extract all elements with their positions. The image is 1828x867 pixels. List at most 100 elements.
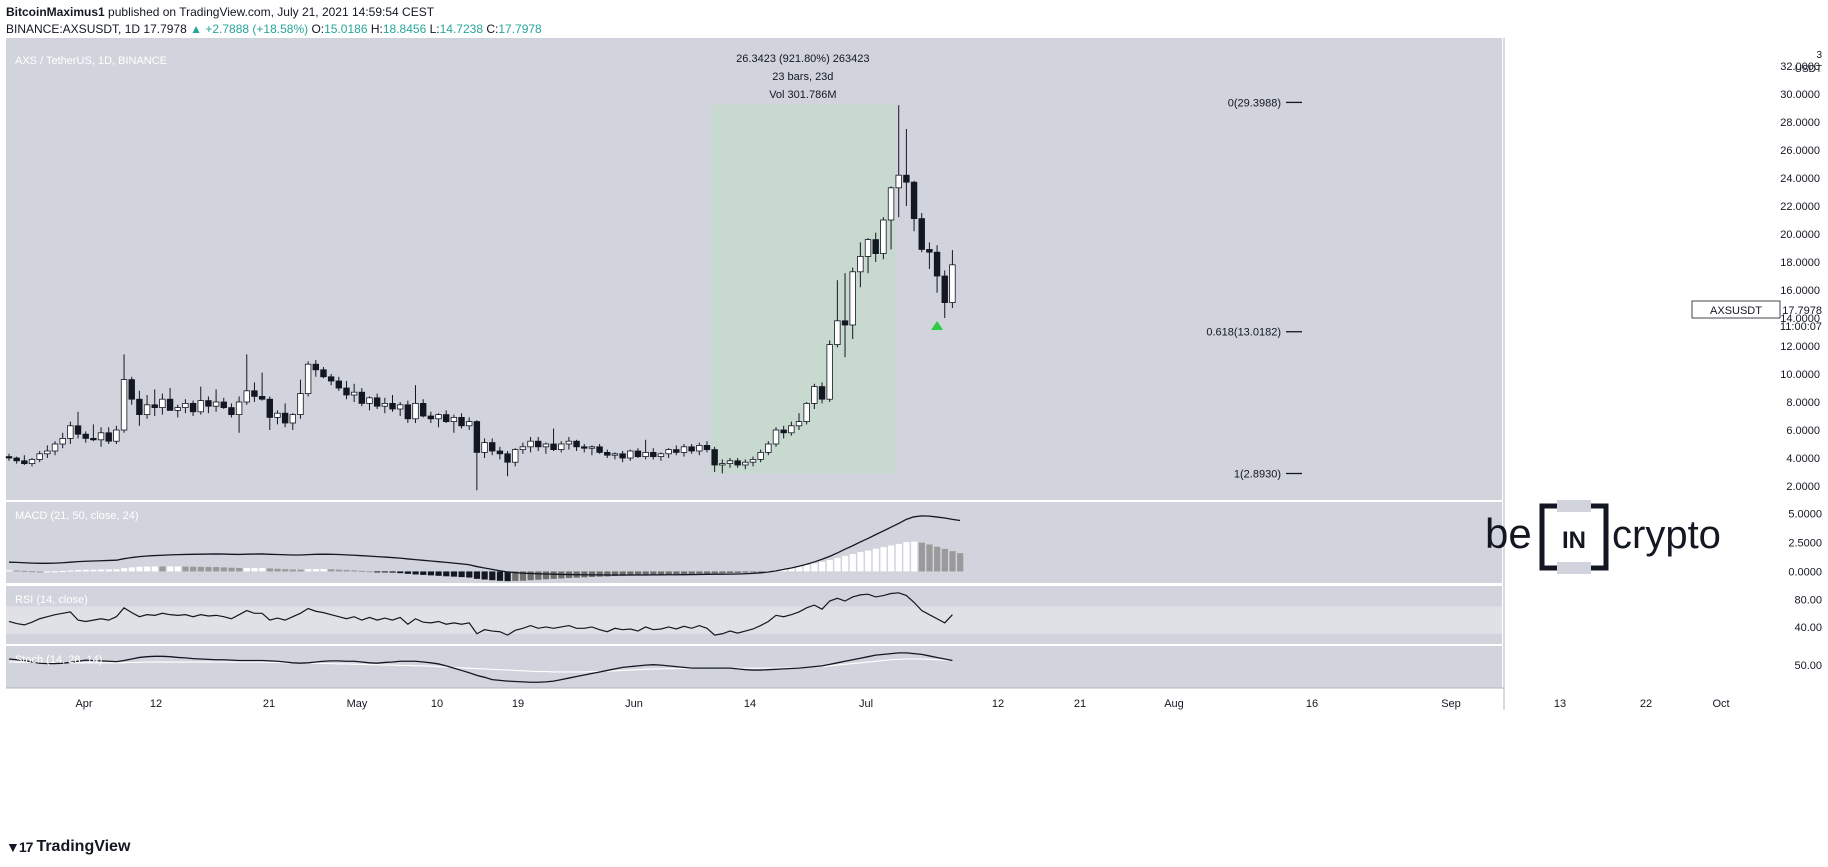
- high-label: H:: [370, 22, 383, 36]
- candle-body: [113, 429, 120, 442]
- macd-histogram-bar: [128, 567, 135, 572]
- macd-histogram-bar: [443, 571, 450, 577]
- time-tick: 10: [431, 698, 443, 710]
- fib-label-1: 0.618(13.0182): [1206, 327, 1281, 339]
- macd-histogram-bar: [412, 571, 419, 575]
- macd-histogram-bar: [642, 571, 649, 576]
- candle-body: [627, 450, 634, 459]
- low-value: 14.7238: [439, 22, 483, 36]
- time-tick: Oct: [1712, 698, 1729, 710]
- candle-body: [174, 407, 181, 411]
- candle-body: [581, 446, 588, 449]
- macd-histogram-bar: [657, 571, 665, 575]
- time-tick: 14: [744, 698, 756, 710]
- macd-histogram-bar: [688, 571, 695, 574]
- macd-histogram-bar: [282, 569, 289, 572]
- candle-body: [864, 239, 872, 257]
- candle-body: [803, 402, 810, 422]
- candle-body: [788, 425, 795, 434]
- macd-histogram-bar: [926, 544, 933, 572]
- price-tick: 30.0000: [1780, 89, 1820, 101]
- candle-body: [696, 444, 703, 452]
- open-value: 15.0186: [324, 22, 368, 36]
- macd-histogram-bar: [627, 571, 634, 576]
- close-value: 17.7978: [498, 22, 542, 36]
- candle-body: [795, 421, 803, 427]
- macd-tick: 5.0000: [1788, 509, 1822, 521]
- candle-body: [933, 251, 941, 277]
- candle-body: [619, 453, 626, 459]
- candle-body: [166, 398, 174, 411]
- price-tick: 2.0000: [1786, 481, 1820, 493]
- candle-body: [489, 442, 496, 452]
- up-triangle-icon: ▲: [190, 22, 203, 36]
- macd-histogram-bar: [98, 569, 105, 572]
- time-tick: 21: [1074, 698, 1086, 710]
- candle-body: [435, 414, 442, 420]
- low-label: L:: [429, 22, 440, 36]
- candle-body: [772, 429, 780, 445]
- price-tick: 26.0000: [1780, 145, 1820, 157]
- candle-body: [680, 446, 688, 453]
- candle-body: [51, 443, 59, 452]
- macd-histogram-bar: [90, 569, 97, 572]
- macd-histogram-bar: [780, 568, 787, 572]
- candle-body: [887, 187, 895, 221]
- macd-histogram-bar: [6, 570, 13, 572]
- macd-histogram-bar: [435, 571, 442, 576]
- macd-histogram-bar: [527, 571, 534, 581]
- macd-histogram-bar: [857, 552, 864, 572]
- candle-body: [926, 248, 933, 253]
- macd-histogram-bar: [489, 571, 496, 581]
- macd-histogram-bar: [105, 569, 112, 572]
- candle-body: [596, 446, 603, 453]
- macd-histogram-bar: [266, 568, 273, 572]
- macd-histogram-bar: [29, 571, 36, 573]
- macd-histogram-bar: [151, 566, 158, 572]
- macd-histogram-bar: [82, 569, 89, 572]
- candle-body: [834, 320, 841, 345]
- macd-histogram-bar: [757, 571, 764, 573]
- candle-body: [59, 437, 66, 445]
- candle-body: [82, 433, 89, 439]
- candle-body: [159, 398, 166, 409]
- author-name[interactable]: BitcoinMaximus1: [6, 5, 105, 19]
- candle-body: [849, 271, 856, 326]
- open-label: O:: [311, 22, 325, 36]
- candle-body: [719, 463, 726, 466]
- candle-body: [918, 218, 925, 250]
- candle-body: [235, 401, 243, 416]
- tradingview-footer[interactable]: ▼17 TradingView: [6, 838, 130, 856]
- candle-body: [734, 460, 741, 466]
- macd-histogram-bar: [205, 566, 212, 572]
- candle-body: [128, 379, 135, 400]
- macd-histogram-bar: [343, 569, 350, 572]
- beincrypto-logo-gap-top: [1557, 500, 1591, 512]
- price-tick: 22.0000: [1780, 201, 1820, 213]
- macd-histogram-bar: [604, 571, 611, 577]
- pane-stoch-bg: [6, 646, 1502, 688]
- candle-body: [818, 386, 826, 400]
- price-tick: 8.0000: [1786, 397, 1820, 409]
- beincrypto-logo-be: be: [1485, 510, 1532, 557]
- candle-body: [512, 449, 519, 463]
- macd-histogram-bar: [949, 551, 956, 572]
- time-tick: 16: [1306, 698, 1318, 710]
- macd-histogram-bar: [819, 561, 826, 572]
- candle-body: [74, 425, 82, 435]
- macd-histogram-bar: [274, 568, 281, 572]
- candle-body: [665, 449, 672, 455]
- macd-histogram-bar: [703, 571, 711, 574]
- price-tick: 6.0000: [1786, 425, 1820, 437]
- candle-body: [44, 450, 51, 455]
- macd-histogram-bar: [803, 564, 810, 572]
- macd-histogram-bar: [834, 558, 841, 572]
- candle-body: [650, 451, 657, 457]
- macd-histogram-bar: [734, 571, 741, 573]
- time-tick: 12: [150, 698, 162, 710]
- price-tick: 4.0000: [1786, 453, 1820, 465]
- macd-histogram-bar: [113, 569, 120, 572]
- candle-body: [826, 344, 833, 400]
- symbol-tag-countdown: 11:00:07: [1780, 321, 1822, 333]
- candle-body: [427, 415, 435, 420]
